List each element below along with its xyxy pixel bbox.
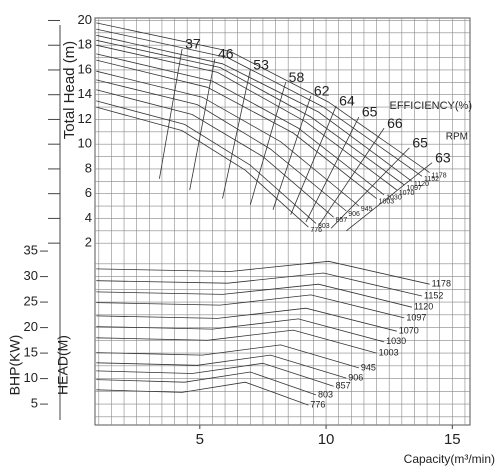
head-curve (96, 39, 405, 186)
head-curve (96, 44, 398, 191)
head-rpm-label: 857 (336, 217, 348, 224)
head-curve (96, 79, 347, 212)
y-tick-label: 2 (85, 235, 92, 250)
y2-tick-label: 35 (24, 243, 38, 258)
bhp-curve (96, 381, 309, 406)
y-tick-label: 18 (78, 37, 92, 52)
efficiency-value: 58 (289, 69, 305, 85)
y-tick-label: 4 (85, 210, 92, 225)
head-rpm-label: 1070 (399, 190, 415, 197)
head-rpm-label: 945 (361, 206, 373, 213)
efficiency-value: 65 (412, 135, 428, 151)
efficiency-value: 46 (218, 46, 234, 62)
efficiency-value: 63 (435, 149, 451, 165)
efficiency-line (346, 162, 433, 232)
bhp-rpm-label: 945 (361, 362, 376, 372)
bhp-curve (96, 318, 385, 343)
bhp-rpm-label: 1152 (424, 290, 443, 300)
y-tick-label: 8 (85, 160, 92, 175)
efficiency-value: 62 (314, 83, 330, 99)
y-tick-label: 6 (85, 185, 92, 200)
rpm-label: RPM (446, 132, 468, 143)
x-tick-label: 10 (318, 431, 335, 448)
bhp-curve (96, 354, 347, 379)
bhp-rpm-label: 1030 (386, 336, 406, 346)
efficiency-value: 37 (185, 36, 201, 52)
efficiency-value: 66 (387, 115, 403, 131)
efficiency-line (290, 105, 337, 215)
y-tick-label: 10 (78, 136, 92, 151)
bhp-curve (96, 294, 405, 319)
head-rpm-label: 1030 (386, 195, 402, 202)
bhp-rpm-label: 1097 (406, 312, 426, 322)
efficiency-line (249, 82, 287, 205)
y-tick-label: 12 (78, 111, 92, 126)
x-tick-label: 5 (196, 431, 204, 448)
efficiency-label: EFFICIENCY(%) (390, 100, 473, 112)
head-curve (96, 89, 334, 218)
y2-tick-label: 5 (31, 396, 38, 411)
bhp-curve (96, 307, 397, 332)
efficiency-line (272, 95, 312, 210)
bhp-rpm-label: 1178 (432, 279, 451, 289)
bhp-rpm-label: 1003 (379, 347, 399, 357)
y-axis-label: Total Head (m) (61, 41, 78, 139)
efficiency-value: 65 (362, 104, 378, 120)
y-tick-label: 20 (78, 12, 92, 27)
head-curve (96, 70, 360, 207)
bhp-curve (96, 329, 377, 354)
bhp-rpm-label: 857 (336, 381, 351, 391)
head-curve (96, 53, 385, 196)
y2-tick-label: 25 (24, 294, 38, 309)
plot-frame (94, 17, 471, 426)
y-tick-label: 16 (78, 61, 92, 76)
head-rpm-label: 1097 (406, 185, 422, 192)
y2-tick-label: 15 (24, 345, 38, 360)
head-rpm-label: 906 (348, 211, 360, 218)
y-tick-label: 14 (78, 86, 92, 101)
x-tick-label: 15 (444, 431, 461, 448)
head-curve (96, 28, 423, 177)
bhp-curve (96, 260, 430, 285)
bhp-rpm-label: 803 (318, 389, 333, 399)
bhp-curve (96, 362, 334, 387)
bhp-curve (96, 371, 317, 396)
head-curve (96, 59, 377, 199)
y2-tick-label: 20 (24, 319, 38, 334)
bhp-curve (96, 272, 423, 297)
efficiency-line (318, 127, 385, 227)
y2-tick-label: 10 (24, 370, 38, 385)
bhp-curve (96, 283, 412, 308)
y2-axis-label: BHP(KW) (7, 335, 23, 396)
head-curve (96, 100, 317, 224)
efficiency-line (305, 116, 360, 223)
bhp-rpm-label: 776 (310, 399, 325, 409)
head-curve (96, 34, 413, 182)
y2-tick-label: 30 (24, 268, 38, 283)
head-rpm-label: 776 (310, 227, 322, 234)
efficiency-line (189, 58, 216, 191)
efficiency-value: 53 (253, 57, 269, 73)
bhp-rpm-label: 906 (348, 372, 363, 382)
efficiency-value: 64 (339, 93, 355, 109)
bhp-rpm-label: 1120 (414, 302, 433, 312)
head-rpm-label: 803 (318, 223, 330, 230)
efficiency-line (330, 147, 410, 229)
head-rpm-label: 1120 (414, 181, 429, 188)
y3-axis-label: HEAD(M) (55, 335, 71, 395)
head-rpm-label: 1003 (379, 198, 395, 205)
head-curve (96, 22, 430, 173)
head-rpm-label: 1178 (432, 172, 447, 179)
bhp-rpm-label: 1070 (399, 326, 419, 336)
head-rpm-label: 1152 (424, 176, 439, 183)
x-axis-label: Capacity(m³/min) (404, 452, 495, 466)
efficiency-line (222, 69, 251, 199)
efficiency-line (159, 48, 183, 179)
bhp-curve (96, 344, 360, 369)
